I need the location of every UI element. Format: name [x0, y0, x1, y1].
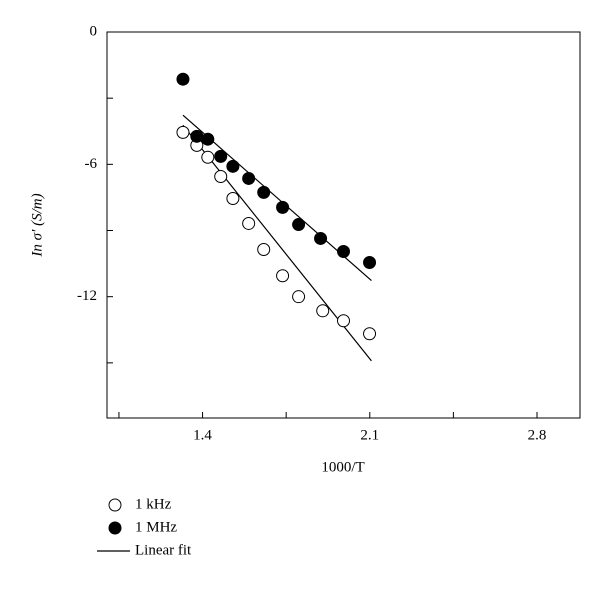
point	[292, 290, 306, 304]
point	[276, 269, 290, 283]
x-axis-label: 1000/T	[321, 459, 364, 475]
point	[276, 200, 290, 214]
legend-label: 1 MHz	[135, 519, 177, 535]
point	[176, 125, 190, 139]
point	[292, 218, 306, 232]
point	[242, 171, 256, 185]
point	[363, 255, 377, 269]
y-tick-label: 0	[90, 23, 98, 39]
legend-label: 1 kHz	[135, 496, 172, 512]
point	[214, 149, 228, 163]
point	[201, 150, 215, 164]
point	[226, 159, 240, 173]
point	[257, 185, 271, 199]
x-tick-label: 2.1	[360, 427, 379, 443]
point	[363, 327, 377, 341]
point	[314, 231, 328, 245]
legend-label: Linear fit	[135, 542, 192, 558]
point	[337, 314, 350, 328]
y-tick-label: -6	[85, 156, 98, 172]
legend-marker	[108, 498, 122, 512]
point	[214, 169, 228, 183]
legend-marker	[108, 521, 122, 535]
point	[201, 132, 215, 146]
y-axis-label: In σ′ (S/m)	[29, 193, 45, 257]
plot-frame	[106, 31, 581, 419]
point	[242, 216, 256, 230]
point	[316, 304, 330, 318]
point	[226, 192, 240, 206]
point	[190, 129, 204, 143]
x-tick-label: 2.8	[528, 427, 547, 443]
y-tick-label: -12	[77, 288, 97, 304]
point	[257, 242, 271, 256]
point	[337, 244, 350, 258]
x-tick-label: 1.4	[193, 427, 212, 443]
point	[176, 72, 190, 86]
